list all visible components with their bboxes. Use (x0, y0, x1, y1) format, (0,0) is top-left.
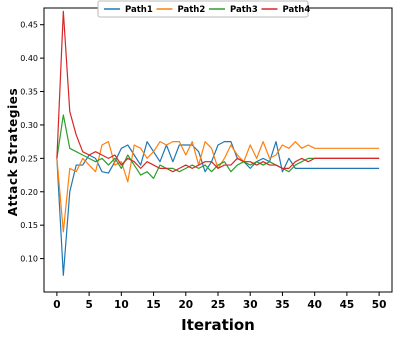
plot-area (56, 10, 380, 276)
x-tick-label: 5 (85, 299, 92, 311)
x-tick-label: 0 (53, 299, 60, 311)
y-tick-label: 0.10 (20, 255, 38, 264)
y-tick-label: 0.20 (20, 188, 38, 197)
x-tick-label: 35 (275, 299, 290, 311)
y-tick-label: 0.25 (20, 154, 38, 163)
y-tick-label: 0.30 (20, 121, 38, 130)
y-axis: 0.10 0.15 0.20 0.25 0.30 0.35 0.40 0.45 (20, 21, 44, 264)
legend: Path1 Path2 Path3 Path4 (97, 0, 311, 18)
x-tick-label: 45 (340, 299, 355, 311)
y-tick-label: 0.45 (20, 21, 38, 30)
series-line-path2 (56, 141, 380, 233)
x-tick-label: 40 (307, 299, 322, 311)
y-tick-label: 0.15 (20, 221, 38, 230)
x-tick-label: 10 (114, 299, 129, 311)
legend-box (97, 0, 309, 18)
x-axis: 0 5 10 15 20 25 30 35 40 45 50 (53, 292, 386, 311)
x-tick-label: 50 (372, 299, 387, 311)
series-line-path4 (56, 10, 380, 173)
legend-label-path1: Path1 (125, 5, 153, 15)
x-tick-label: 30 (243, 299, 258, 311)
y-axis-title: Attack Strategies (6, 88, 20, 217)
plot-frame (43, 7, 393, 293)
x-axis-title: Iteration (181, 316, 255, 334)
legend-label-path4: Path4 (283, 5, 311, 15)
x-tick-label: 20 (178, 299, 193, 311)
legend-label-path2: Path2 (178, 5, 206, 15)
series-line-path1 (56, 141, 380, 276)
legend-label-path3: Path3 (230, 5, 258, 15)
y-tick-label: 0.35 (20, 88, 38, 97)
y-tick-label: 0.40 (20, 54, 38, 63)
x-tick-label: 15 (146, 299, 161, 311)
x-tick-label: 25 (211, 299, 226, 311)
